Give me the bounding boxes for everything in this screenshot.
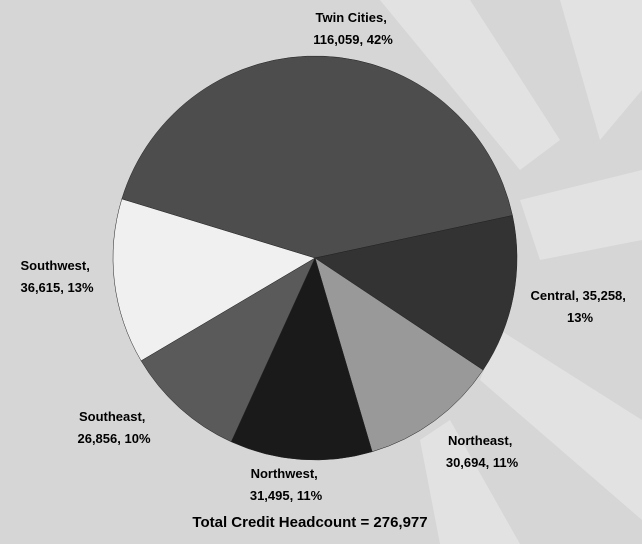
label-separator: ,	[622, 288, 629, 303]
data-label: Twin Cities, 116,059, 42%	[313, 10, 393, 47]
percent-label: 42%	[367, 32, 393, 47]
category-name: Twin Cities	[316, 10, 384, 25]
pattern-ray	[520, 170, 642, 260]
category-name: Southwest	[21, 258, 87, 273]
value-label: 30,694	[446, 455, 487, 470]
value-label: 116,059	[313, 32, 359, 47]
background-pattern	[380, 0, 642, 544]
label-separator: ,	[575, 288, 582, 303]
pattern-ray	[480, 330, 642, 520]
data-labels: Twin Cities, 116,059, 42% Central, 35,258…	[20, 10, 629, 503]
category-name: Southeast	[79, 409, 143, 424]
category-name: Northeast	[448, 433, 509, 448]
data-label: Northeast, 30,694, 11%	[446, 433, 519, 470]
label-separator: ,	[60, 280, 67, 295]
pie-slice	[230, 257, 373, 461]
label-separator: ,	[290, 488, 297, 503]
label-separator: ,	[509, 433, 516, 448]
value-label: 35,258	[583, 288, 623, 303]
label-separator: ,	[360, 32, 367, 47]
percent-label: 13%	[567, 310, 593, 325]
percent-label: 11%	[297, 488, 323, 503]
value-label: 31,495	[250, 488, 290, 503]
label-separator: ,	[86, 258, 93, 273]
label-separator: ,	[142, 409, 149, 424]
data-label: Central, 35,258, 13%	[530, 288, 629, 325]
category-name: Northwest	[251, 466, 315, 481]
label-separator: ,	[383, 10, 390, 25]
category-name: Central	[530, 288, 575, 303]
data-label: Northwest, 31,495, 11%	[250, 466, 323, 503]
pie-slice	[314, 215, 518, 371]
label-separator: ,	[117, 431, 124, 446]
pie-slice	[314, 257, 484, 453]
pattern-ray	[420, 420, 520, 544]
pie	[112, 55, 518, 461]
pie-slice	[140, 257, 316, 443]
pattern-ray	[380, 0, 560, 170]
percent-label: 11%	[493, 455, 519, 470]
value-label: 26,856	[77, 431, 117, 446]
value-label: 36,615	[20, 280, 60, 295]
percent-label: 10%	[124, 431, 150, 446]
data-label: Southwest, 36,615, 13%	[20, 258, 93, 295]
pattern-ray	[560, 0, 642, 140]
total-label: Total Credit Headcount = 276,977	[192, 514, 427, 531]
label-separator: ,	[314, 466, 321, 481]
data-label: Southeast, 26,856, 10%	[77, 409, 150, 446]
pie-slice	[121, 55, 513, 259]
percent-label: 13%	[67, 280, 93, 295]
label-separator: ,	[486, 455, 493, 470]
pie-slice	[112, 198, 316, 362]
